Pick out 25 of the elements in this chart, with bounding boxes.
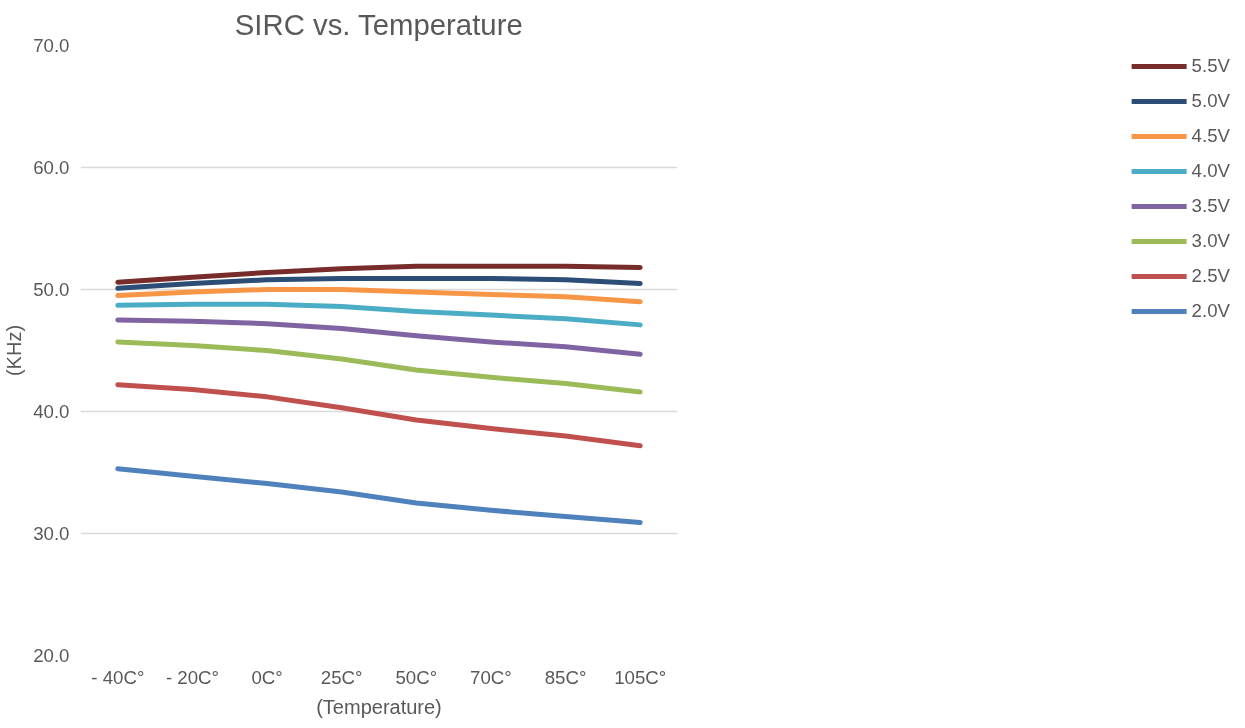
legend-label: 2.5V [1191, 265, 1230, 287]
legend-label: 2.0V [1191, 300, 1230, 322]
y-tick-label: 30.0 [33, 523, 70, 544]
x-tick-label: 105C° [614, 666, 667, 688]
x-tick-label: 25C° [320, 666, 363, 688]
x-axis-title: (Temperature) [316, 695, 442, 718]
x-tick-label: 85C° [544, 666, 587, 688]
x-tick-label: 70C° [470, 666, 512, 688]
y-tick-label: 20.0 [33, 645, 70, 666]
y-tick-label: 60.0 [33, 157, 70, 178]
legend-label: 4.0V [1191, 160, 1230, 182]
y-tick-label: 50.0 [33, 279, 70, 300]
legend-label: 3.0V [1191, 230, 1230, 252]
legend-label: 4.5V [1191, 125, 1230, 147]
legend-label: 5.0V [1191, 90, 1230, 112]
y-tick-label: 40.0 [33, 401, 70, 422]
y-tick-label: 70.0 [33, 35, 70, 56]
x-tick-label: 0C° [251, 666, 283, 688]
x-tick-label: - 20C° [165, 666, 219, 688]
chart-title: SIRC vs. Temperature [234, 7, 523, 41]
x-tick-label: - 40C° [91, 666, 145, 688]
legend-label: 3.5V [1191, 195, 1230, 217]
legend-label: 5.5V [1191, 55, 1230, 77]
y-axis-title: (KHz) [3, 324, 26, 377]
x-tick-label: 50C° [395, 666, 438, 688]
